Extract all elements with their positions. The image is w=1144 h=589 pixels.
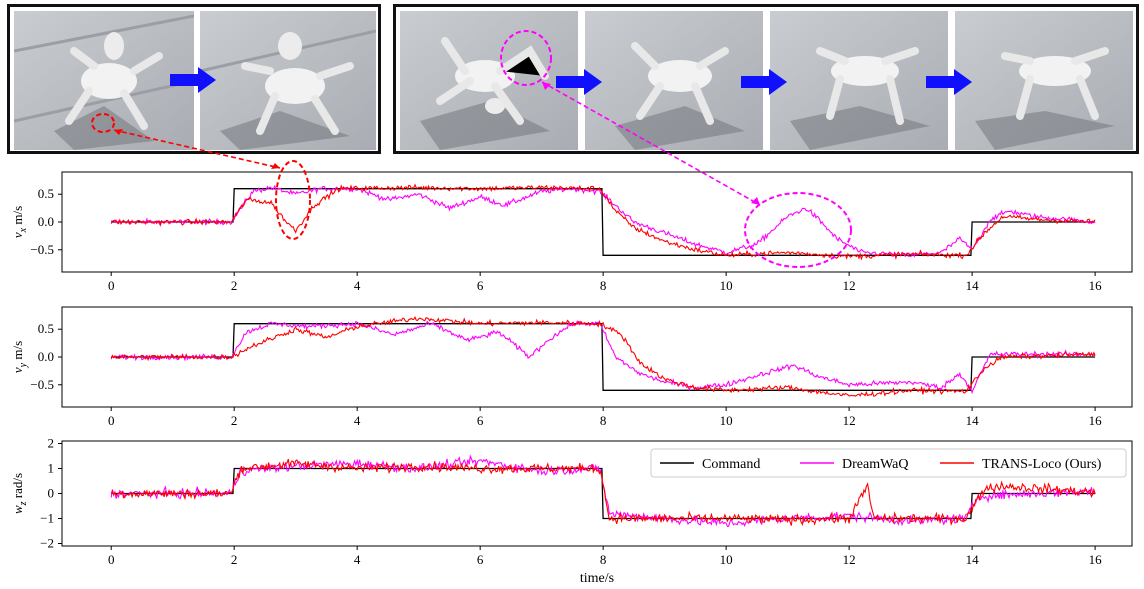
pointer-arrow-red — [113, 129, 281, 169]
robot-frame-1 — [14, 11, 194, 150]
xtick-label: 16 — [1089, 413, 1103, 428]
xtick-label: 10 — [720, 278, 733, 293]
panel-vy: −0.5 0.0 0.5 0 2 4 6 8 10 12 14 16 vy m/s — [10, 306, 1133, 428]
xtick-label: 10 — [720, 552, 733, 567]
legend-label: TRANS-Loco (Ours) — [982, 457, 1102, 472]
xtick-label: 14 — [966, 278, 980, 293]
highlight-circle-magenta-plot — [744, 192, 852, 268]
xtick-label: 12 — [843, 552, 856, 567]
x-axis-label: time/s — [580, 571, 614, 586]
xtick-label: 2 — [231, 413, 238, 428]
xtick-label: 0 — [108, 278, 115, 293]
robot-frame-3 — [400, 11, 578, 150]
ylabel-wz: wz rad/s — [10, 473, 29, 514]
xtick-label: 8 — [600, 278, 607, 293]
xtick-label: 6 — [477, 413, 484, 428]
robot-frame-5 — [770, 11, 948, 150]
arrow-right-icon — [741, 69, 787, 95]
robot-frame-4 — [585, 11, 763, 150]
panel-vx: −0.5 0.0 0.5 0 2 4 6 8 10 12 14 16 vx m/s — [10, 171, 1133, 293]
transloco-recovery-sequence — [393, 4, 1139, 154]
legend-label: Command — [702, 457, 760, 472]
xtick-label: 4 — [354, 278, 361, 293]
xtick-label: 6 — [477, 278, 484, 293]
ylabel-vx: vx m/s — [10, 206, 29, 238]
legend-box — [650, 448, 1127, 478]
ytick-label: 0.5 — [38, 186, 54, 201]
series-line-command — [111, 323, 1096, 391]
xtick-label: 16 — [1089, 552, 1103, 567]
legend: Command DreamWaQ TRANS-Loco (Ours) — [650, 448, 1127, 478]
xtick-label: 2 — [231, 552, 238, 567]
highlight-circle-red-photo — [91, 113, 115, 133]
ytick-label: −2 — [40, 536, 54, 551]
xtick-label: 16 — [1089, 278, 1103, 293]
xtick-label: 10 — [720, 413, 733, 428]
xtick-label: 0 — [108, 413, 115, 428]
xtick-label: 4 — [354, 413, 361, 428]
xtick-label: 8 — [600, 413, 607, 428]
xtick-label: 0 — [108, 552, 115, 567]
xtick-label: 12 — [843, 278, 856, 293]
xtick-label: 2 — [231, 278, 238, 293]
pointer-arrow-magenta — [541, 81, 761, 206]
dreamwaq-stumble-sequence — [7, 4, 381, 154]
robot-frame-2 — [200, 11, 376, 150]
ytick-label: 0.5 — [38, 321, 54, 336]
ytick-label: −1 — [40, 511, 54, 526]
series-line-transloco — [110, 315, 1096, 397]
series-line-transloco — [110, 183, 1096, 261]
highlight-circle-magenta-photo — [500, 30, 552, 86]
robot-frame-6 — [955, 11, 1133, 150]
xtick-label: 4 — [354, 552, 361, 567]
xtick-label: 14 — [966, 413, 980, 428]
ytick-label: 1 — [48, 461, 55, 476]
ytick-label: −0.5 — [30, 242, 54, 257]
arrow-right-icon — [170, 67, 216, 93]
xtick-label: 6 — [477, 552, 484, 567]
ytick-label: 0.0 — [38, 214, 54, 229]
series-line-command — [111, 188, 1096, 256]
legend-label: DreamWaQ — [842, 457, 909, 472]
arrow-right-icon — [926, 69, 972, 95]
xtick-label: 8 — [600, 552, 607, 567]
annotations — [91, 30, 852, 268]
xtick-label: 12 — [843, 413, 856, 428]
ytick-label: −0.5 — [30, 377, 54, 392]
ytick-label: 0.0 — [38, 349, 54, 364]
ylabel-vy: vy m/s — [10, 341, 29, 373]
ytick-label: 0 — [48, 486, 55, 501]
arrow-right-icon — [556, 69, 602, 95]
highlight-circle-red-plot — [275, 160, 311, 240]
series-line-dreamwaq — [110, 320, 1096, 395]
series-line-transloco — [110, 458, 1096, 527]
xtick-label: 14 — [966, 552, 980, 567]
ytick-label: 2 — [48, 436, 55, 451]
